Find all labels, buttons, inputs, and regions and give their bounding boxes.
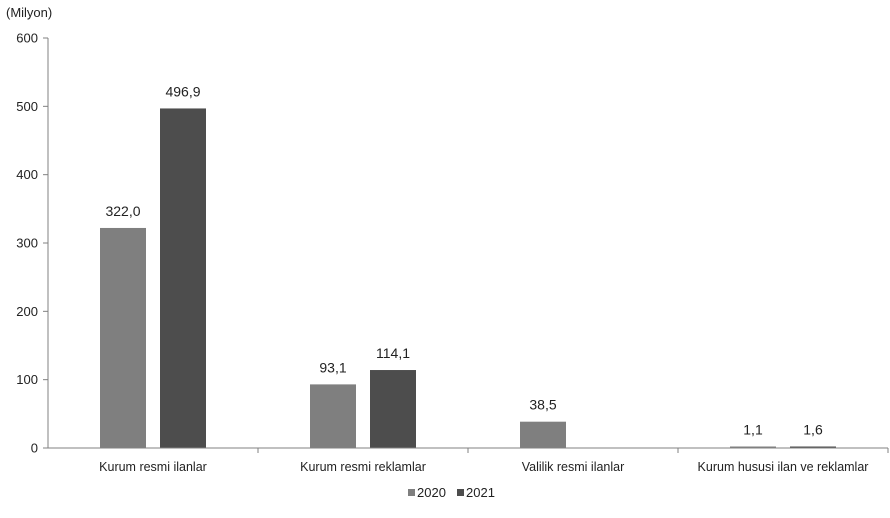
data-label: 38,5 [529,397,556,413]
y-tick-label: 100 [16,372,38,387]
bar-2020 [520,421,566,448]
x-axis: Kurum resmi ilanlar Kurum resmi reklamlar… [48,447,889,474]
data-label: 496,9 [165,83,200,99]
legend-label-2021: 2021 [466,485,495,500]
legend-swatch-2020 [408,489,415,496]
y-axis: 0 100 200 300 400 500 600 [16,31,49,456]
y-tick-label: 0 [31,441,38,456]
category-label: Kurum resmi ilanlar [99,460,207,474]
bar-2020 [100,227,146,448]
data-label: 322,0 [105,203,140,219]
category-label: Kurum hususi ilan ve reklamlar [698,460,869,474]
legend-label-2020: 2020 [417,485,446,500]
data-label: 93,1 [319,359,346,375]
legend-swatch-2021 [457,489,464,496]
bar-2021 [370,370,416,448]
data-label: 1,1 [743,422,763,438]
bar-2021 [160,108,206,449]
y-tick-label: 500 [16,99,38,114]
legend: 2020 2021 [408,485,495,500]
data-labels: 322,0 496,9 93,1 114,1 38,5 1,1 1,6 [105,83,822,437]
bar-2021 [790,446,836,448]
category-label: Kurum resmi reklamlar [300,460,426,474]
y-tick-label: 600 [16,31,38,46]
bar-2020 [730,446,776,448]
data-label: 114,1 [376,345,410,361]
y-tick-label: 300 [16,236,38,251]
category-label: Valilik resmi ilanlar [522,460,625,474]
unit-label: (Milyon) [6,5,52,20]
y-tick-label: 400 [16,167,38,182]
data-label: 1,6 [803,422,823,438]
y-tick-label: 200 [16,304,38,319]
bars [100,108,836,449]
bar-2020 [310,384,356,448]
